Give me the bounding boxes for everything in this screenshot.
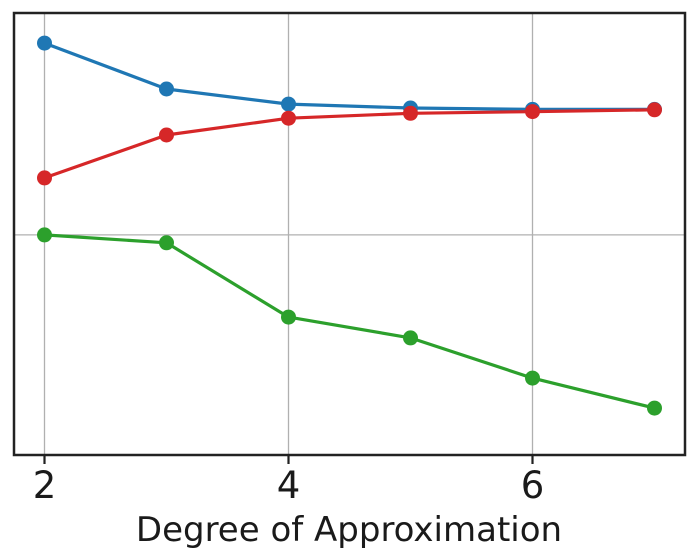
data-point-marker <box>159 81 174 97</box>
data-point-marker <box>525 104 540 120</box>
series-blue <box>37 35 662 117</box>
data-point-marker <box>159 127 174 143</box>
data-point-marker <box>281 110 296 126</box>
data-point-marker <box>37 170 52 186</box>
series-red <box>37 102 662 186</box>
series-layer <box>37 35 662 416</box>
grid-layer <box>14 13 685 455</box>
series-green <box>37 227 662 416</box>
x-axis-ticks: 2 4 6 <box>33 455 545 507</box>
data-point-marker <box>37 227 52 243</box>
data-point-marker <box>403 330 418 346</box>
series-line <box>42 233 657 410</box>
plot-frame <box>12 11 687 457</box>
data-point-marker <box>403 105 418 121</box>
data-point-marker <box>525 370 540 386</box>
data-point-marker <box>281 309 296 325</box>
x-tick-label: 2 <box>33 464 57 507</box>
x-axis-label: Degree of Approximation <box>136 510 562 550</box>
data-point-marker <box>37 35 52 51</box>
series-line <box>42 41 657 112</box>
series-line <box>42 108 657 180</box>
data-point-marker <box>647 102 662 118</box>
data-point-marker <box>159 235 174 251</box>
x-tick-label: 4 <box>277 464 301 507</box>
data-point-marker <box>281 96 296 112</box>
x-tick-label: 6 <box>521 464 545 507</box>
data-point-marker <box>647 400 662 416</box>
